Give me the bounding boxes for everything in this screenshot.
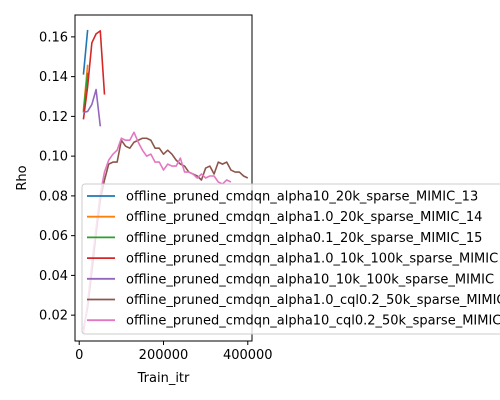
legend-label: offline_pruned_cmdqn_alpha1.0_10k_100k_s…: [126, 252, 498, 267]
series-line-4: [82, 30, 106, 120]
y-axis-label: Rho: [15, 165, 30, 190]
y-tick-label: 0.12: [39, 110, 68, 125]
series-line-1: [82, 29, 89, 75]
x-ticks: 0 200000 400000: [75, 341, 273, 363]
y-tick-label: 0.06: [39, 229, 68, 244]
y-tick-label: 0.04: [39, 269, 68, 284]
y-tick-label: 0.16: [39, 30, 68, 45]
legend-label: offline_pruned_cmdqn_alpha10_cql0.2_50k_…: [126, 314, 500, 329]
series-line-7: [82, 131, 232, 334]
y-tick-label: 0.02: [39, 309, 68, 324]
legend-label: offline_pruned_cmdqn_alpha0.1_20k_sparse…: [126, 231, 482, 246]
x-tick-label: 200000: [139, 348, 189, 363]
series-line-6: [82, 137, 249, 330]
series-layer: [82, 29, 249, 334]
y-ticks: 0.02 0.04 0.06 0.08 0.10 0.12 0.14 0.16: [39, 30, 75, 324]
legend-box: [81, 183, 500, 335]
legend-label: offline_pruned_cmdqn_alpha10_20k_sparse_…: [126, 190, 478, 205]
series-line-3: [82, 72, 89, 113]
x-tick-label: 400000: [223, 348, 273, 363]
y-tick-label: 0.10: [39, 150, 68, 165]
legend-label: offline_pruned_cmdqn_alpha1.0_cql0.2_50k…: [126, 293, 500, 308]
series-line-5: [83, 88, 102, 127]
x-tick-label: 0: [75, 348, 83, 363]
legend-label: offline_pruned_cmdqn_alpha1.0_20k_sparse…: [126, 210, 482, 225]
y-tick-label: 0.08: [39, 189, 68, 204]
legend: offline_pruned_cmdqn_alpha10_20k_sparse_…: [81, 183, 500, 335]
legend-label: offline_pruned_cmdqn_alpha10_10k_100k_sp…: [126, 272, 494, 287]
x-axis-label: Train_itr: [137, 371, 190, 386]
y-tick-label: 0.14: [39, 70, 68, 85]
